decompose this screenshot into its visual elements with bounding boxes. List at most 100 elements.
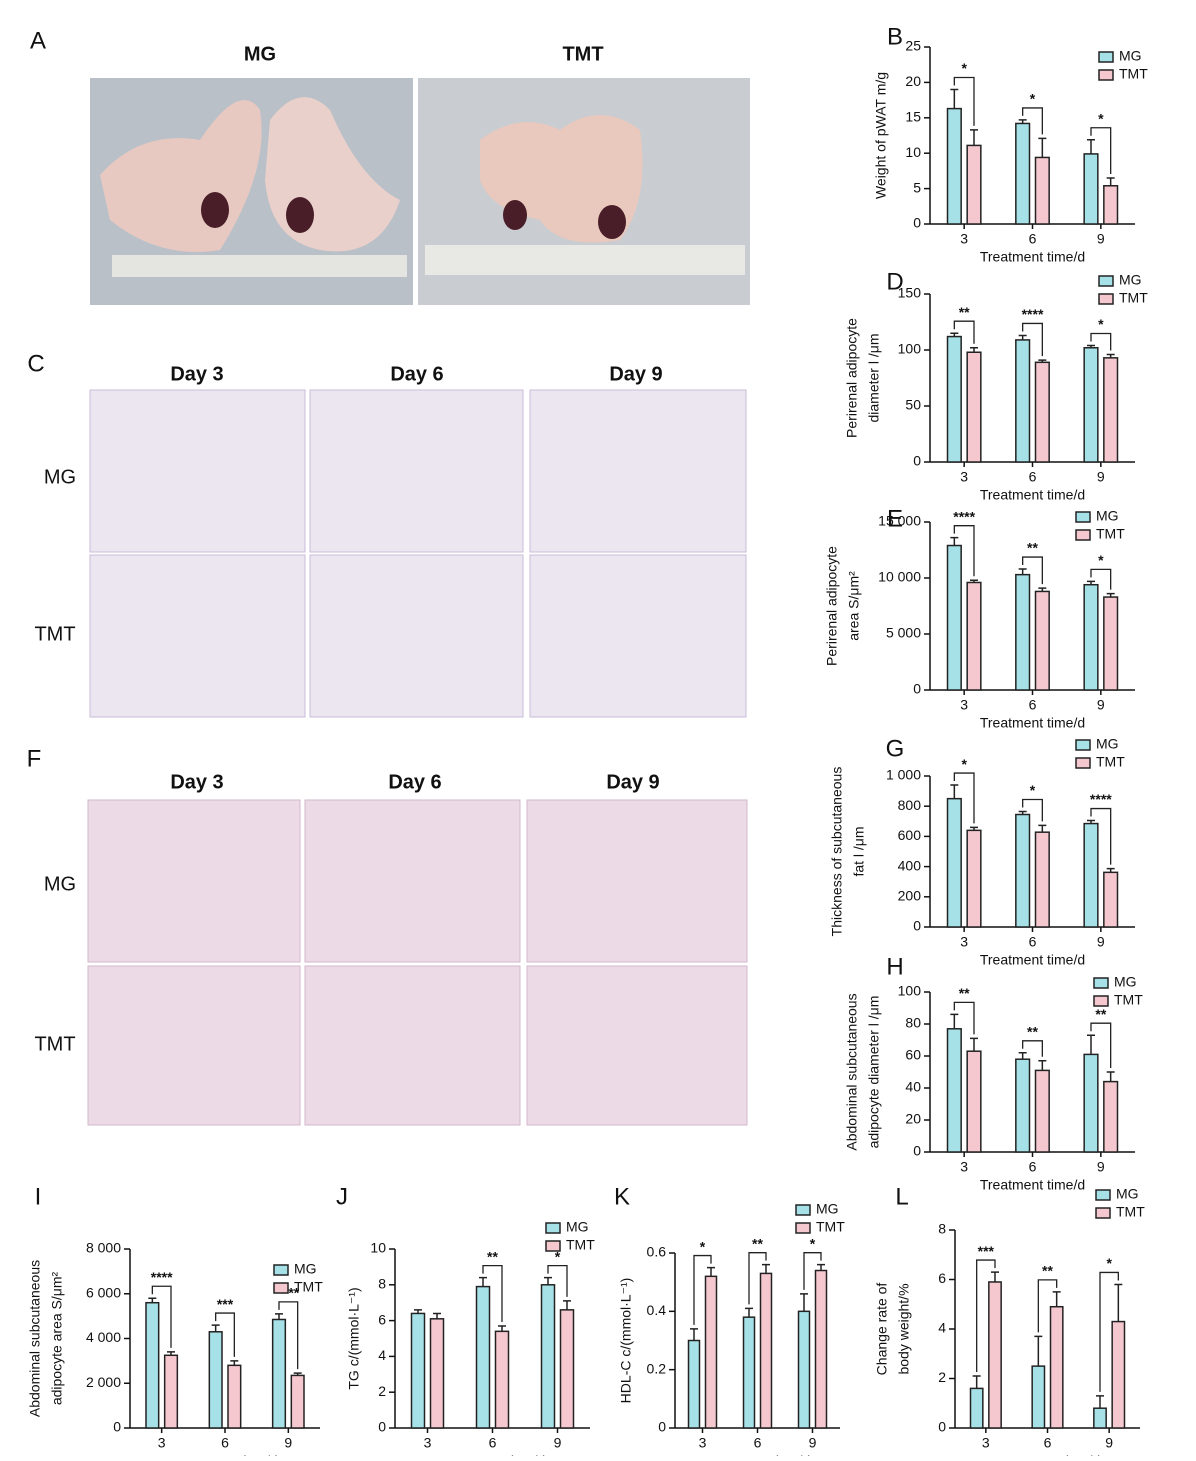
histology xyxy=(89,554,306,718)
y-axis-label: Abdominal subcutaneous xyxy=(844,993,860,1150)
error-bar xyxy=(690,1328,698,1341)
significance-bracket xyxy=(953,772,975,824)
y-tick-label: 4 000 xyxy=(86,1329,121,1345)
error-bar xyxy=(800,1293,808,1312)
y-axis-label: Thickness of subcutaneous xyxy=(829,767,845,937)
y-tick-label: 8 xyxy=(378,1276,386,1292)
panel-label: C xyxy=(27,350,44,377)
bar xyxy=(966,829,982,928)
legend-label: MG xyxy=(1096,508,1119,524)
legend-label: MG xyxy=(1119,48,1142,64)
bar xyxy=(1034,831,1050,928)
error-bar xyxy=(762,1263,770,1274)
error-bar xyxy=(1087,819,1095,824)
y-tick-label: 0.4 xyxy=(647,1302,667,1318)
error-bar xyxy=(498,1325,506,1332)
bar xyxy=(1103,185,1119,225)
x-tick-label: 9 xyxy=(554,1435,562,1451)
y-tick-label: 0 xyxy=(913,215,921,231)
row-title: TMT xyxy=(34,1033,75,1055)
bar xyxy=(1015,573,1031,691)
x-axis-label: Treatment time/d xyxy=(980,715,1085,731)
y-tick-label: 5 xyxy=(913,179,921,195)
significance: * xyxy=(1098,552,1104,568)
significance: * xyxy=(961,756,967,772)
histology xyxy=(87,799,301,963)
bar xyxy=(1034,1069,1050,1153)
panel-label: L xyxy=(895,1183,908,1210)
significance-bracket xyxy=(1099,1271,1119,1392)
bar xyxy=(1034,590,1050,691)
x-tick-label: 6 xyxy=(1029,1159,1037,1175)
ruler xyxy=(112,255,407,277)
legend-swatch xyxy=(795,1222,811,1234)
significance-bracket xyxy=(1090,127,1112,174)
legend-label: TMT xyxy=(566,1237,595,1253)
significance: **** xyxy=(953,508,975,524)
bar xyxy=(1034,361,1050,463)
bar xyxy=(290,1374,305,1429)
bar xyxy=(946,107,962,225)
bar xyxy=(1015,339,1031,463)
bar xyxy=(1093,1407,1107,1429)
y-tick-label: 8 xyxy=(938,1221,946,1237)
bar xyxy=(1015,813,1031,928)
legend-label: MG xyxy=(1096,736,1119,752)
bar xyxy=(429,1318,445,1429)
significance: *** xyxy=(978,1243,995,1259)
error-bar xyxy=(1096,1395,1104,1409)
legend-swatch xyxy=(1098,275,1114,287)
error-bar xyxy=(1038,824,1047,833)
x-tick-label: 3 xyxy=(982,1435,990,1451)
y-tick-label: 0 xyxy=(913,918,921,934)
significance: * xyxy=(700,1238,706,1254)
bar xyxy=(1015,122,1031,225)
y-tick-label: 2 xyxy=(378,1383,386,1399)
error-bar xyxy=(1018,119,1027,124)
photos xyxy=(87,78,750,1126)
kidney xyxy=(201,192,229,228)
significance: ** xyxy=(487,1248,498,1264)
error-bar xyxy=(275,1313,283,1320)
significance: * xyxy=(555,1248,561,1264)
row-title: MG xyxy=(44,873,76,895)
y-tick-label: 150 xyxy=(898,285,922,301)
legend-swatch xyxy=(1098,69,1114,81)
bar xyxy=(540,1284,556,1429)
column-title: MG xyxy=(244,43,276,65)
significance: ** xyxy=(959,985,970,1001)
bar xyxy=(1031,1365,1046,1429)
legend-swatch xyxy=(273,1282,289,1294)
error-bar xyxy=(1018,1052,1027,1060)
y-axis-label: HDL-C c/(mmol·L⁻¹) xyxy=(618,1278,634,1404)
y-axis-label: TG c/(mmol·L⁻¹) xyxy=(346,1287,362,1389)
bar xyxy=(494,1330,510,1429)
error-bar xyxy=(817,1263,825,1271)
error-bar xyxy=(479,1276,487,1287)
error-bar xyxy=(1106,592,1115,598)
bar xyxy=(946,797,962,928)
legend-label: TMT xyxy=(1119,290,1148,306)
significance-bracket xyxy=(1090,332,1112,351)
legend-label: MG xyxy=(1119,272,1142,288)
x-tick-label: 9 xyxy=(1097,469,1105,485)
panel-label: H xyxy=(886,953,903,980)
x-tick-label: 6 xyxy=(489,1435,497,1451)
significance: * xyxy=(1106,1255,1112,1271)
error-bar xyxy=(1087,1034,1095,1055)
y-tick-label: 600 xyxy=(898,827,922,843)
panel-label: A xyxy=(30,27,46,54)
kidney xyxy=(598,205,626,239)
y-tick-label: 2 xyxy=(938,1369,946,1385)
bar xyxy=(742,1316,756,1429)
significance-bracket xyxy=(482,1264,503,1322)
legend-swatch xyxy=(1093,995,1109,1007)
error-bar xyxy=(1038,1060,1047,1071)
bar xyxy=(1103,357,1119,463)
error-bar xyxy=(970,1037,978,1052)
error-bar xyxy=(1087,138,1095,154)
significance: ** xyxy=(959,304,970,320)
x-tick-label: 6 xyxy=(1029,469,1037,485)
histology xyxy=(526,965,748,1126)
y-tick-label: 0 xyxy=(658,1419,666,1435)
